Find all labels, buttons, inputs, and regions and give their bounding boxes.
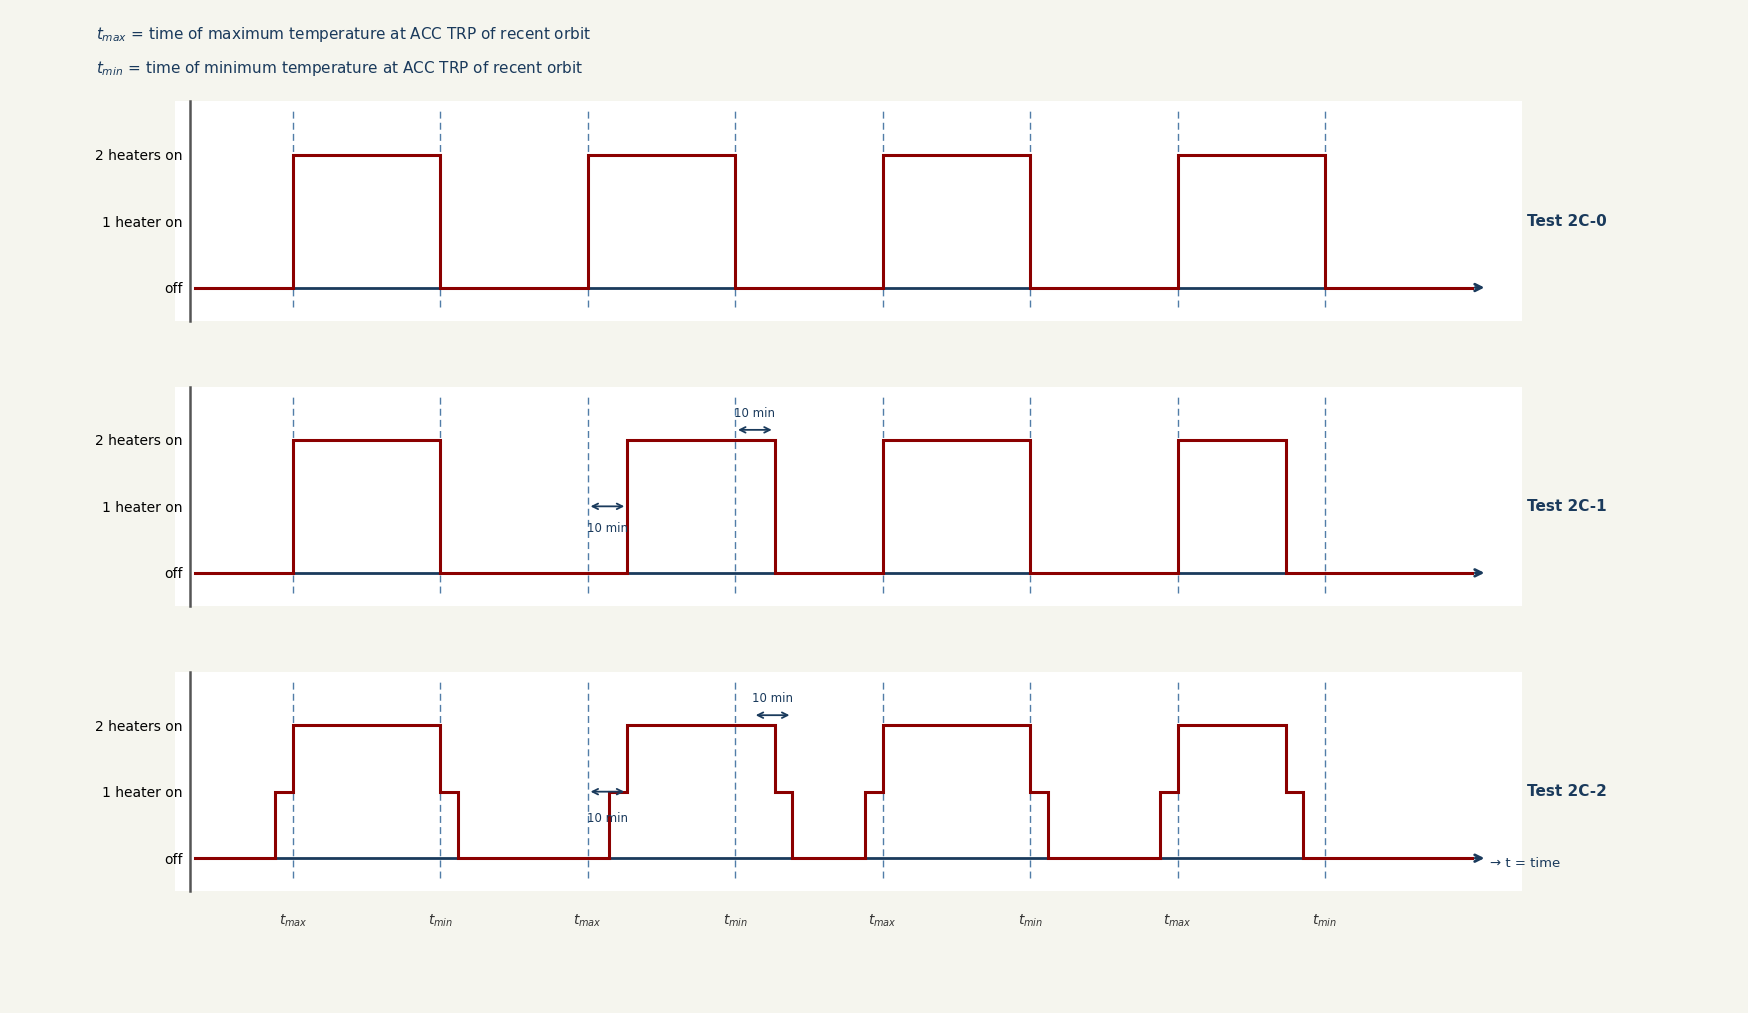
Text: $t_{min}$: $t_{min}$ bbox=[1311, 913, 1337, 929]
Text: Test 2C-0: Test 2C-0 bbox=[1526, 214, 1605, 229]
Text: 10 min: 10 min bbox=[734, 406, 774, 419]
Text: Test 2C-1: Test 2C-1 bbox=[1526, 498, 1605, 514]
Text: 10 min: 10 min bbox=[752, 692, 792, 705]
Text: → t = time: → t = time bbox=[1489, 857, 1559, 870]
Text: $t_{max}$: $t_{max}$ bbox=[1162, 913, 1190, 929]
Text: 10 min: 10 min bbox=[587, 811, 628, 825]
Text: $t_{max}$: $t_{max}$ bbox=[278, 913, 308, 929]
Text: $\mathit{t_{max}}$ = time of maximum temperature at ACC TRP of recent orbit: $\mathit{t_{max}}$ = time of maximum tem… bbox=[96, 25, 591, 45]
Text: $t_{max}$: $t_{max}$ bbox=[867, 913, 897, 929]
Text: $t_{max}$: $t_{max}$ bbox=[573, 913, 601, 929]
Text: $\mathit{t_{min}}$ = time of minimum temperature at ACC TRP of recent orbit: $\mathit{t_{min}}$ = time of minimum tem… bbox=[96, 59, 584, 78]
Text: $t_{min}$: $t_{min}$ bbox=[722, 913, 748, 929]
Text: 10 min: 10 min bbox=[587, 522, 628, 535]
Text: $t_{min}$: $t_{min}$ bbox=[428, 913, 453, 929]
Text: $t_{min}$: $t_{min}$ bbox=[1017, 913, 1042, 929]
Text: Test 2C-2: Test 2C-2 bbox=[1526, 784, 1605, 799]
